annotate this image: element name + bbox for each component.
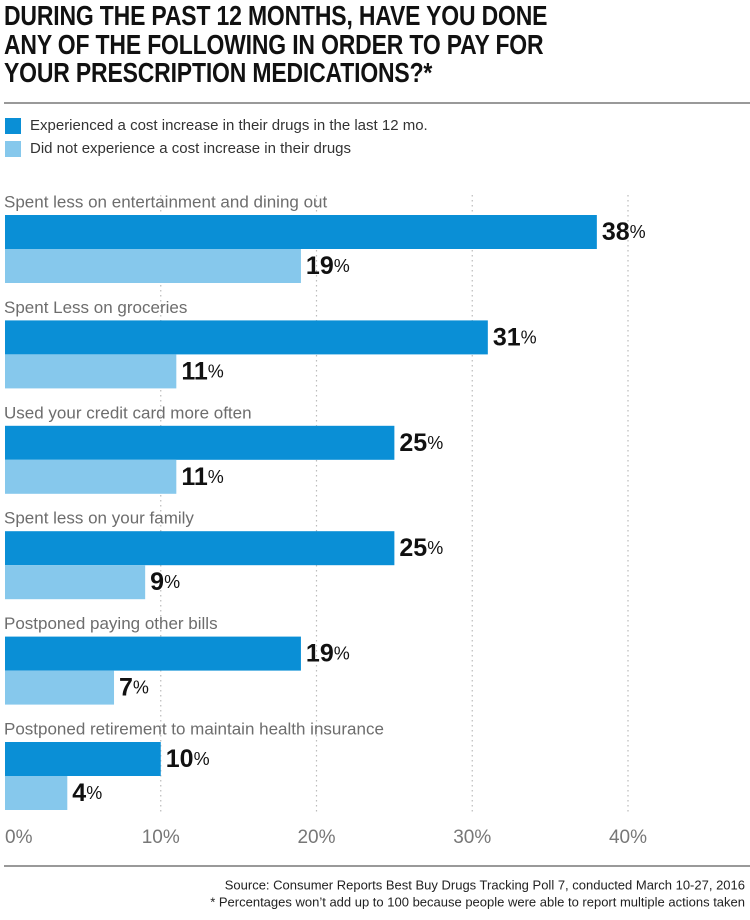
value-label: 25% bbox=[399, 534, 443, 562]
legend-label: Experienced a cost increase in their dru… bbox=[30, 117, 428, 134]
category-label: Spent less on entertainment and dining o… bbox=[4, 192, 328, 211]
bar bbox=[5, 742, 161, 776]
value-label: 31% bbox=[493, 323, 537, 351]
x-tick-label: 0% bbox=[5, 827, 33, 848]
chart-title: During the past 12 months, have you done… bbox=[4, 0, 548, 88]
legend-swatch bbox=[5, 118, 21, 134]
category-label: Spent Less on groceries bbox=[4, 298, 187, 317]
category-label: Postponed paying other bills bbox=[4, 614, 218, 633]
bar bbox=[5, 215, 597, 249]
bar bbox=[5, 459, 177, 494]
bar bbox=[5, 249, 301, 283]
note: * Percentages won’t add up to 100 becaus… bbox=[210, 894, 745, 909]
value-label: 38% bbox=[602, 218, 646, 246]
bar bbox=[5, 425, 395, 460]
value-label: 7% bbox=[119, 673, 149, 701]
bar bbox=[5, 354, 177, 389]
bar bbox=[5, 670, 115, 705]
category-label: Spent less on your family bbox=[4, 509, 194, 528]
value-label: 10% bbox=[166, 745, 210, 773]
bar bbox=[5, 320, 488, 355]
bar bbox=[5, 565, 146, 600]
category-label: Used your credit card more often bbox=[4, 403, 252, 422]
source: Source: Consumer Reports Best Buy Drugs … bbox=[225, 877, 745, 892]
value-label: 4% bbox=[72, 779, 102, 807]
legend-label: Did not experience a cost increase in th… bbox=[30, 140, 351, 157]
x-tick-label: 30% bbox=[453, 827, 491, 848]
x-tick-label: 10% bbox=[142, 827, 180, 848]
bar bbox=[5, 636, 301, 671]
legend-swatch bbox=[5, 141, 21, 157]
value-label: 19% bbox=[306, 639, 350, 667]
x-tick-label: 20% bbox=[297, 827, 335, 848]
value-label: 9% bbox=[150, 568, 180, 596]
x-tick-label: 40% bbox=[609, 827, 647, 848]
category-label: Postponed retirement to maintain health … bbox=[4, 719, 384, 738]
bar bbox=[5, 531, 395, 566]
value-label: 11% bbox=[181, 462, 223, 490]
value-label: 19% bbox=[306, 252, 350, 280]
value-label: 25% bbox=[399, 428, 443, 456]
value-label: 11% bbox=[181, 357, 223, 385]
bar bbox=[5, 776, 68, 810]
